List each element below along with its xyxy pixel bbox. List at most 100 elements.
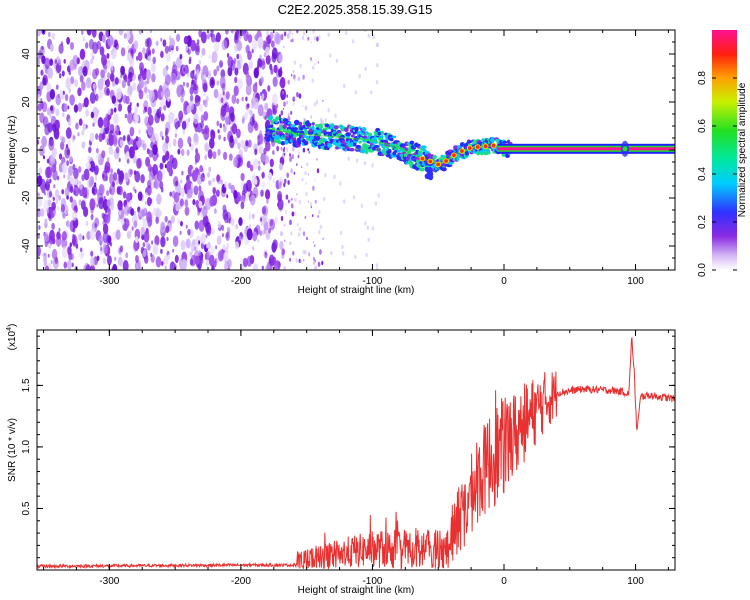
noise-blob	[140, 174, 145, 184]
noise-blob	[244, 112, 249, 120]
noise-blob	[69, 59, 75, 71]
noise-blob	[174, 121, 179, 130]
noise-blob	[111, 66, 114, 71]
noise-blob	[217, 129, 220, 134]
noise-blob	[86, 30, 92, 36]
noise-blob	[190, 39, 197, 52]
noise-blob	[261, 171, 265, 179]
noise-blob	[314, 62, 316, 66]
noise-blob	[234, 31, 239, 41]
noise-blob	[48, 138, 55, 151]
noise-blob	[156, 193, 162, 205]
noise-blob	[211, 264, 215, 270]
noise-blob	[61, 136, 66, 144]
noise-blob	[262, 157, 266, 163]
noise-blob	[128, 66, 135, 78]
noise-blob	[280, 231, 283, 237]
noise-blob	[374, 201, 378, 206]
noise-blob	[321, 260, 324, 266]
noise-blob	[113, 124, 117, 132]
noise-blob	[127, 84, 133, 95]
noise-blob	[189, 94, 194, 102]
noise-blob	[58, 43, 64, 54]
noise-blob	[81, 174, 85, 182]
noise-blob	[159, 210, 163, 216]
noise-blob	[104, 165, 109, 174]
noise-blob	[110, 202, 115, 211]
noise-blob	[322, 99, 324, 103]
noise-blob	[252, 83, 258, 93]
noise-blob	[194, 255, 200, 266]
noise-blob	[163, 105, 167, 111]
noise-blob	[293, 171, 296, 175]
noise-blob	[154, 178, 160, 190]
noise-blob	[210, 33, 216, 43]
noise-blob	[79, 182, 83, 190]
noise-blob	[222, 209, 229, 221]
noise-blob	[209, 76, 215, 89]
noise-blob	[183, 67, 186, 72]
noise-blob	[120, 47, 126, 57]
noise-blob	[272, 76, 278, 88]
noise-blob	[49, 58, 54, 66]
noise-blob	[288, 30, 292, 35]
noise-blob	[225, 91, 230, 100]
trace-blob	[432, 154, 437, 160]
noise-blob	[61, 246, 68, 258]
noise-blob	[90, 162, 95, 171]
noise-blob	[180, 179, 183, 184]
noise-blob	[291, 38, 294, 43]
noise-blob	[71, 262, 74, 268]
noise-blob	[210, 245, 215, 255]
noise-blob	[240, 201, 245, 210]
noise-blob	[327, 108, 330, 113]
noise-blob	[69, 185, 74, 194]
noise-blob	[177, 218, 181, 225]
noise-blob	[110, 47, 117, 60]
noise-blob	[296, 30, 299, 34]
noise-blob	[94, 93, 99, 102]
noise-blob	[143, 140, 146, 144]
y-tick-label: 0	[21, 147, 32, 153]
noise-blob	[172, 263, 177, 270]
noise-blob	[364, 66, 367, 72]
noise-blob	[217, 148, 221, 156]
noise-blob	[245, 84, 252, 96]
noise-blob	[48, 191, 53, 198]
noise-blob	[54, 59, 58, 64]
noise-blob	[61, 70, 65, 77]
noise-blob	[212, 177, 215, 183]
noise-blob	[205, 234, 208, 239]
noise-blob	[47, 122, 53, 133]
noise-blob	[301, 261, 303, 264]
trace-blob	[318, 124, 323, 129]
noise-blob	[291, 211, 295, 217]
noise-blob	[81, 129, 85, 136]
trace-blob	[352, 142, 357, 147]
noise-blob	[203, 99, 208, 108]
trace-blob	[441, 167, 447, 172]
trace-blob	[327, 142, 333, 148]
noise-blob	[273, 108, 276, 114]
noise-blob	[220, 69, 226, 79]
noise-blob	[295, 258, 298, 263]
noise-blob	[176, 33, 181, 43]
y-tick-label: 40	[21, 48, 32, 60]
noise-blob	[354, 90, 358, 95]
noise-blob	[254, 148, 258, 156]
trace-blob	[282, 124, 288, 129]
noise-blob	[69, 176, 74, 185]
noise-blob	[180, 88, 185, 98]
noise-blob	[324, 117, 327, 123]
noise-blob	[269, 31, 274, 40]
noise-blob	[283, 265, 286, 270]
noise-blob	[111, 267, 114, 270]
noise-blob	[109, 242, 113, 247]
noise-blob	[138, 30, 142, 35]
noise-blob	[117, 103, 123, 112]
noise-blob	[185, 238, 191, 249]
noise-blob	[302, 31, 306, 36]
trace-blob	[270, 124, 274, 128]
noise-blob	[77, 102, 83, 112]
noise-blob	[347, 156, 350, 161]
